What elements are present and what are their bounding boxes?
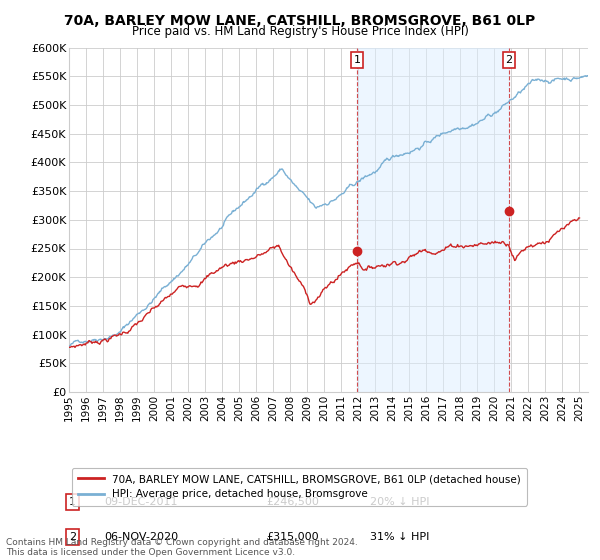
Text: 20% ↓ HPI: 20% ↓ HPI [370,497,430,507]
Text: 31% ↓ HPI: 31% ↓ HPI [370,531,430,542]
Text: 1: 1 [69,497,76,507]
Text: Price paid vs. HM Land Registry's House Price Index (HPI): Price paid vs. HM Land Registry's House … [131,25,469,38]
Bar [357,48,509,392]
Text: 1: 1 [353,55,361,65]
Text: Contains HM Land Registry data © Crown copyright and database right 2024.
This d: Contains HM Land Registry data © Crown c… [6,538,358,557]
Text: 06-NOV-2020: 06-NOV-2020 [104,531,178,542]
Text: £315,000: £315,000 [266,531,319,542]
Legend: 70A, BARLEY MOW LANE, CATSHILL, BROMSGROVE, B61 0LP (detached house), HPI: Avera: 70A, BARLEY MOW LANE, CATSHILL, BROMSGRO… [71,468,527,506]
Text: 2: 2 [505,55,512,65]
Text: 2: 2 [69,531,76,542]
Text: 70A, BARLEY MOW LANE, CATSHILL, BROMSGROVE, B61 0LP: 70A, BARLEY MOW LANE, CATSHILL, BROMSGRO… [64,14,536,28]
Text: £246,500: £246,500 [266,497,319,507]
Text: 09-DEC-2011: 09-DEC-2011 [104,497,178,507]
